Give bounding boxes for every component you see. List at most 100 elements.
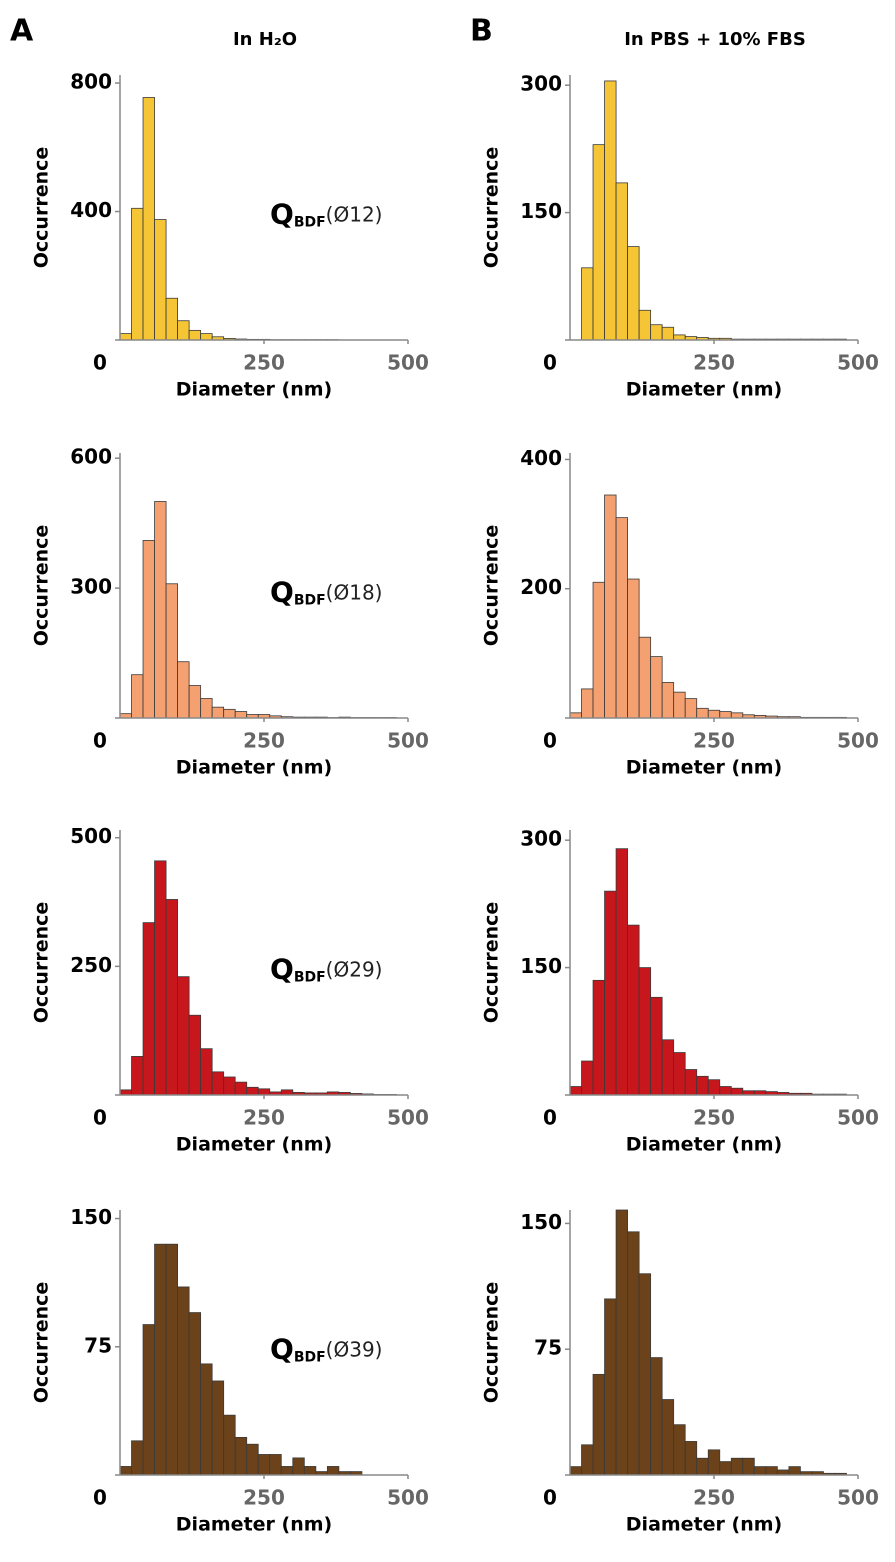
bar [200,698,213,719]
bar [638,967,652,1096]
bar [211,706,225,719]
y-tick-label: 150 [520,1210,562,1234]
y-tick-label: 300 [520,72,562,96]
bar [673,691,686,719]
bar [638,309,652,341]
bar [177,1286,190,1476]
y-tick-label: 75 [84,1333,112,1357]
annotation-subscript: BDF [294,970,326,986]
y-tick-label: 800 [70,70,112,94]
bar [581,267,594,341]
bar [661,1039,675,1096]
y-axis-label: Occurrence [31,525,53,647]
bar [581,688,594,719]
annotation: QBDF(Ø29) [270,953,382,986]
y-tick-label: 200 [520,575,562,599]
panel-label: A [10,14,34,49]
bar [177,320,190,341]
bar [661,326,675,341]
y-tick-label: 500 [70,824,112,848]
bar [142,1324,155,1476]
bar [211,1380,225,1476]
x-tick-label: 500 [387,729,429,753]
bar [615,182,629,341]
bar [188,1312,202,1476]
bar [569,1086,582,1096]
bar [604,890,617,1096]
x-axis-label: Diameter (nm) [176,757,332,779]
bar [257,1454,271,1476]
bar [142,540,155,719]
bar [673,1052,686,1096]
bar [684,1441,698,1476]
bar [154,1243,167,1476]
annotation-main: Q [270,576,294,609]
bar [165,899,179,1096]
x-tick-label: 500 [837,729,879,753]
bar [673,334,686,341]
bar [604,80,617,341]
bar [154,501,167,719]
y-tick-label: 0 [543,351,557,375]
bar [142,97,155,341]
bar [234,1081,248,1096]
y-tick-label: 400 [520,446,562,470]
panel-label: B [470,14,493,49]
bar [188,329,202,341]
annotation-subscript: BDF [294,1350,326,1366]
bar [131,674,144,719]
bar [776,1469,790,1476]
bar [604,1298,617,1476]
bar [592,144,605,341]
bar [131,1056,144,1096]
bar [131,207,144,341]
bar [211,1071,225,1096]
bar [292,1457,305,1476]
x-tick-label: 250 [693,1106,735,1130]
x-tick-label: 500 [837,1486,879,1510]
y-axis-label: Occurrence [481,902,503,1024]
bar [200,1048,213,1096]
bar [119,333,132,341]
y-tick-label: 0 [93,1106,107,1130]
bar [742,1457,755,1476]
x-tick-label: 500 [837,351,879,375]
bar [165,297,179,341]
bar [200,333,213,341]
bar [280,1089,294,1096]
annotation-main: Q [270,198,294,231]
y-tick-label: 0 [543,729,557,753]
annotation: QBDF(Ø12) [270,198,382,231]
x-axis-label: Diameter (nm) [626,379,782,401]
annotation-suffix: (Ø18) [326,580,383,604]
y-axis-label: Occurrence [31,1282,53,1404]
y-tick-label: 400 [70,198,112,222]
bar [303,1466,317,1476]
y-tick-label: 300 [70,575,112,599]
bar [246,1086,259,1096]
bar [326,1466,340,1476]
bar [615,517,629,719]
bar [142,922,155,1096]
x-tick-label: 250 [243,351,285,375]
bar [188,1014,202,1096]
bar [223,1414,236,1476]
bar [788,1466,801,1476]
bar [696,707,709,719]
y-axis-label: Occurrence [481,147,503,269]
y-tick-label: 250 [70,953,112,977]
bar [246,1443,259,1476]
annotation-suffix: (Ø29) [326,957,383,981]
bar [753,1466,767,1476]
annotation-main: Q [270,953,294,986]
x-axis-label: Diameter (nm) [626,1514,782,1536]
bar [165,583,179,719]
y-tick-label: 0 [543,1486,557,1510]
x-tick-label: 500 [387,351,429,375]
bar [177,661,190,719]
bar [234,711,248,719]
bar [592,581,605,719]
bar [696,1457,709,1476]
y-tick-label: 0 [543,1106,557,1130]
